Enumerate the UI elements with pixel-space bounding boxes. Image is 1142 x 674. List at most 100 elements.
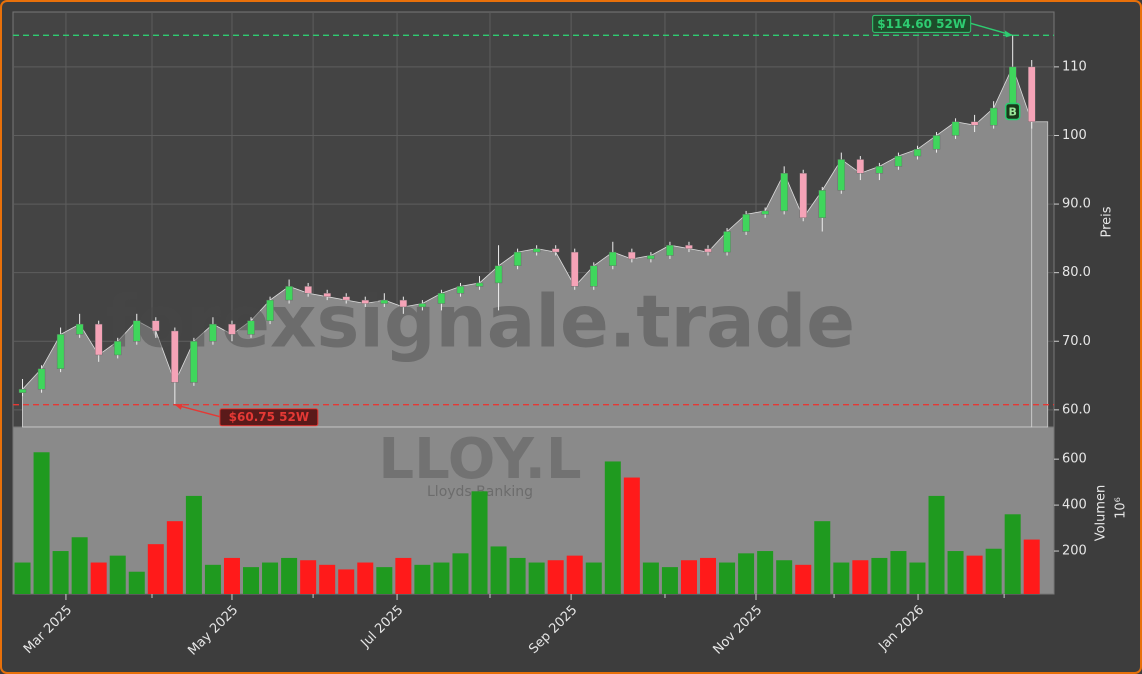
volume-bar — [71, 537, 88, 594]
candle-body — [780, 172, 788, 212]
candle-body — [209, 323, 217, 342]
candle-body — [647, 255, 655, 260]
volume-bar — [357, 562, 374, 594]
volume-bar — [604, 461, 621, 594]
candle-body — [723, 231, 731, 253]
candle-body — [323, 293, 331, 297]
volume-bar — [700, 557, 717, 594]
candle-body — [989, 107, 998, 126]
y-axis-label: Preis — [1100, 206, 1115, 237]
candle-body — [171, 330, 179, 383]
candle-body — [285, 286, 293, 301]
volume-bar — [661, 567, 678, 594]
candle-body — [742, 214, 750, 232]
candle-body — [590, 265, 598, 287]
candle-body — [685, 245, 693, 249]
candle-body — [418, 303, 427, 308]
candle-body — [133, 320, 141, 342]
candle-body — [228, 323, 236, 335]
volume-bar — [738, 553, 755, 594]
volume-bar — [547, 560, 564, 594]
volume-bar — [128, 571, 145, 594]
volume-bar — [623, 477, 640, 594]
volume-bar — [433, 562, 450, 594]
y2-tick-label: 600 — [1062, 452, 1087, 467]
annotation-label: $114.60 52W — [877, 17, 966, 31]
candle-body — [951, 121, 960, 136]
y-tick-label: 80.0 — [1062, 265, 1091, 280]
volume-bar — [166, 521, 183, 594]
candle-body — [666, 245, 674, 256]
candle-body — [609, 251, 617, 267]
volume-bar — [585, 562, 602, 594]
volume-bar — [90, 562, 107, 594]
candle-body — [1008, 66, 1017, 109]
watermark: forexsignale.trade — [105, 280, 855, 364]
candle-body — [932, 135, 941, 150]
signal-label: B — [1008, 105, 1016, 118]
volume-bar — [414, 564, 431, 594]
volume-bar — [33, 452, 50, 594]
signal-box — [1004, 102, 1021, 121]
volume-bar — [109, 555, 126, 594]
volume-bar — [890, 551, 907, 594]
volume-bar — [871, 557, 888, 594]
candle-body — [704, 248, 712, 253]
volume-bar — [795, 564, 812, 594]
volume-bar — [928, 495, 945, 594]
y2-axis-unit: 10⁶ — [1114, 497, 1129, 519]
candle-body — [894, 155, 903, 167]
y-tick-label: 60.0 — [1062, 402, 1091, 417]
arrow-head — [1004, 30, 1013, 38]
y-tick-label: 90.0 — [1062, 197, 1091, 212]
volume-bar — [262, 562, 279, 594]
candle-body — [380, 299, 389, 304]
candle-body — [818, 190, 826, 218]
annotation-box — [872, 14, 972, 33]
volume-bar — [642, 562, 659, 594]
annotation-label: $60.75 52W — [229, 410, 309, 424]
candle-body — [37, 368, 46, 390]
volume-bar — [395, 557, 412, 594]
candle-body — [437, 293, 446, 304]
volume-bar — [814, 521, 831, 594]
volume-bar — [1023, 539, 1040, 594]
volume-bar — [852, 560, 869, 594]
volume-bar — [833, 562, 850, 594]
y2-axis-label: Volumen — [1094, 485, 1109, 542]
volume-bar — [566, 555, 583, 594]
candle-body — [304, 286, 312, 294]
candle-body — [628, 251, 636, 260]
arrow-head — [174, 403, 183, 410]
candle-body — [970, 121, 979, 126]
candle-body — [399, 299, 408, 308]
candle-body — [513, 251, 522, 267]
volume-bar — [185, 495, 202, 594]
candle-body — [18, 389, 27, 393]
volume-bar — [947, 551, 964, 594]
candle-body — [551, 248, 560, 253]
volume-bar — [909, 562, 926, 594]
candle-body — [875, 166, 884, 174]
candle-body — [532, 248, 541, 253]
y2-tick-label: 400 — [1062, 498, 1087, 513]
candle-body — [361, 299, 369, 304]
candle-body — [190, 341, 198, 383]
volume-bar — [490, 546, 507, 594]
volume-bar — [776, 560, 793, 594]
volume-bar — [509, 557, 526, 594]
area-extension — [1031, 121, 1049, 428]
candle-body — [475, 282, 484, 287]
volume-bar — [471, 491, 488, 594]
volume-bar — [147, 544, 164, 594]
candle-body — [94, 323, 103, 356]
y-tick-label: 110 — [1062, 59, 1087, 74]
volume-bar — [300, 560, 317, 594]
candle-body — [152, 320, 160, 332]
y-tick-label: 100 — [1062, 128, 1087, 143]
candle-body — [837, 159, 846, 191]
volume-bar — [757, 551, 774, 594]
candle-body — [75, 323, 84, 335]
volume-bar — [243, 567, 260, 594]
